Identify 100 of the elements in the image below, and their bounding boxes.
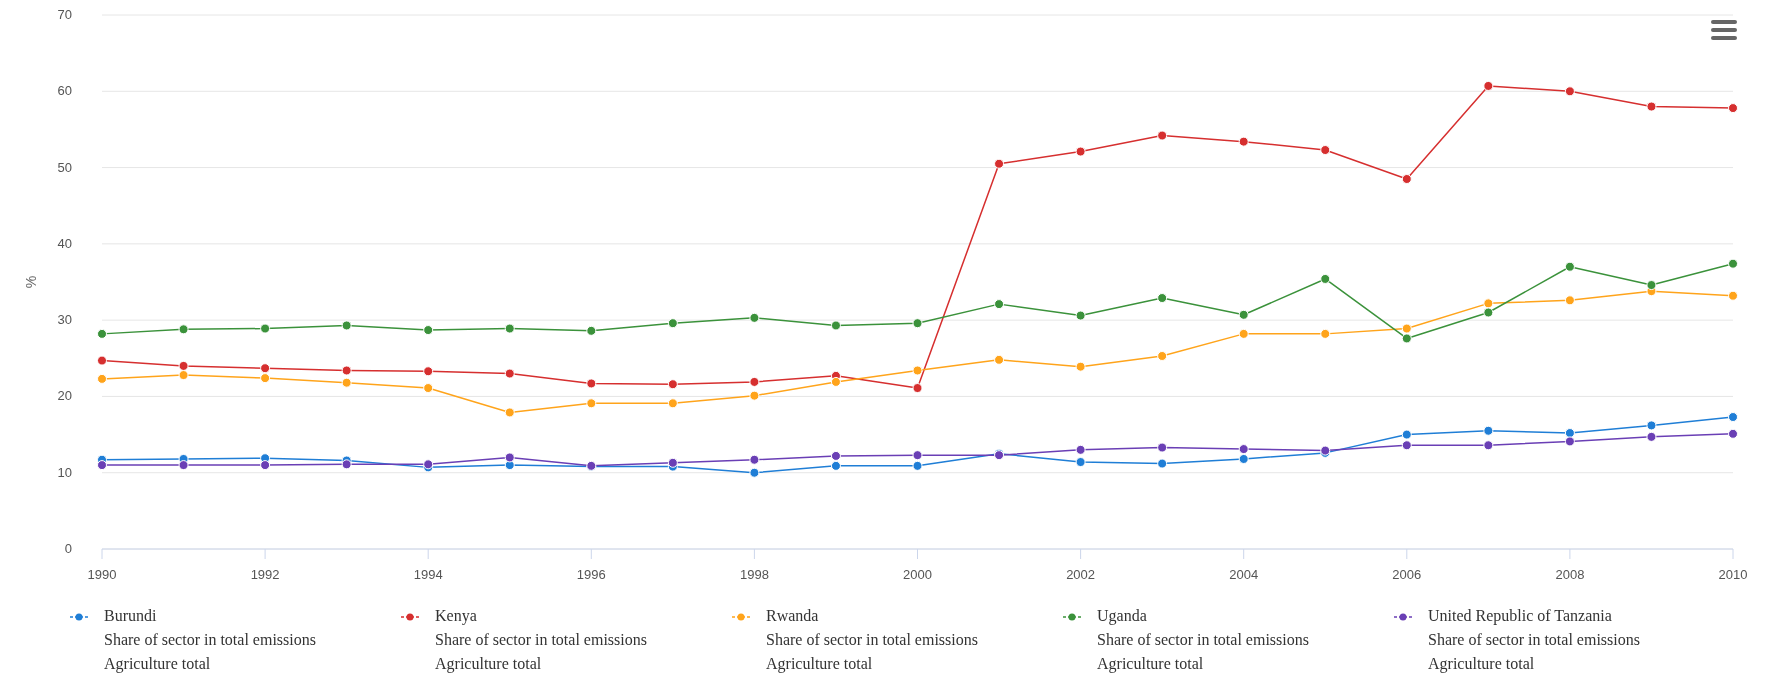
- point: [1075, 310, 1086, 321]
- point: [260, 460, 271, 471]
- y-tick-label: 50: [57, 159, 72, 175]
- point: [1401, 323, 1412, 334]
- point: [1401, 429, 1412, 440]
- point: [1157, 293, 1168, 304]
- point: [749, 376, 760, 387]
- point: [1157, 442, 1168, 453]
- y-tick-label: 20: [57, 388, 72, 404]
- y-tick-label: 10: [57, 464, 72, 480]
- point: [912, 365, 923, 376]
- point: [341, 377, 352, 388]
- point: [586, 378, 597, 389]
- point: [260, 323, 271, 334]
- x-tick-label: 2000: [903, 567, 932, 582]
- point: [1728, 290, 1738, 301]
- point: [341, 320, 352, 331]
- point: [178, 460, 189, 471]
- point: [1483, 80, 1494, 91]
- point: [994, 158, 1005, 169]
- point: [912, 450, 923, 461]
- point: [504, 323, 515, 334]
- point: [994, 299, 1005, 310]
- point: [1157, 351, 1168, 361]
- legend-label: United Republic of Tanzania Share of sector in total emissions Agriculture total: [1428, 607, 1640, 673]
- point: [912, 383, 923, 394]
- point: [423, 325, 434, 336]
- y-axis-title: %: [23, 275, 39, 289]
- x-tick-label: 2004: [1229, 567, 1259, 582]
- point: [504, 407, 515, 418]
- point: [1238, 309, 1249, 320]
- point: [178, 360, 189, 371]
- point: [260, 363, 271, 374]
- point: [97, 460, 107, 471]
- point: [1564, 86, 1575, 97]
- point: [1728, 412, 1738, 423]
- point: [1238, 328, 1249, 339]
- y-tick-label: 0: [64, 541, 72, 556]
- point: [667, 379, 678, 390]
- point: [1075, 444, 1086, 455]
- point: [749, 467, 760, 478]
- point: [1483, 425, 1494, 436]
- legend-label: Burundi Share of sector in total emissions Agriculture total: [104, 607, 316, 673]
- x-tick-label: 1994: [413, 567, 443, 582]
- point: [830, 376, 841, 387]
- point: [1320, 145, 1331, 156]
- point: [912, 460, 923, 471]
- point: [1401, 333, 1412, 344]
- point: [97, 373, 107, 384]
- point: [1157, 458, 1168, 469]
- point: [1728, 103, 1738, 114]
- point: [1646, 101, 1657, 112]
- point: [1401, 440, 1412, 451]
- point: [830, 450, 841, 461]
- x-tick-label: 2008: [1555, 567, 1585, 582]
- point: [423, 366, 434, 377]
- y-tick-label: 60: [57, 83, 72, 99]
- legend-label: Rwanda Share of sector in total emissions Agriculture total: [766, 607, 978, 673]
- point: [1728, 428, 1738, 439]
- point: [97, 328, 107, 339]
- point: [667, 457, 678, 468]
- point: [749, 312, 760, 323]
- point: [586, 325, 597, 336]
- point: [1483, 298, 1494, 309]
- point: [1157, 130, 1168, 141]
- point: [97, 355, 107, 366]
- x-tick-label: 2006: [1392, 567, 1422, 582]
- y-tick-label: 70: [57, 7, 72, 22]
- point: [1238, 453, 1249, 464]
- point: [504, 460, 515, 471]
- point: [749, 390, 760, 401]
- x-tick-label: 1992: [250, 567, 280, 582]
- point: [341, 365, 352, 376]
- y-tick-label: 30: [57, 312, 72, 328]
- point: [749, 454, 760, 465]
- point: [1075, 361, 1086, 372]
- point: [912, 318, 923, 329]
- point: [1728, 258, 1738, 269]
- point: [667, 398, 678, 409]
- point: [1401, 174, 1412, 185]
- point: [1564, 295, 1575, 306]
- x-tick-label: 2010: [1718, 567, 1748, 582]
- x-tick-label: 1990: [87, 567, 117, 582]
- point: [1646, 420, 1657, 431]
- point: [1564, 436, 1575, 447]
- x-tick-label: 1996: [576, 567, 606, 582]
- point: [1646, 431, 1657, 442]
- point: [586, 398, 597, 409]
- point: [830, 460, 841, 471]
- point: [1646, 280, 1657, 291]
- x-tick-label: 1998: [739, 567, 769, 582]
- legend-label: Kenya Share of sector in total emissions Agriculture total: [435, 607, 647, 673]
- point: [1238, 136, 1249, 147]
- point: [178, 324, 189, 335]
- point: [1075, 146, 1086, 157]
- point: [1320, 328, 1331, 339]
- point: [504, 368, 515, 379]
- point: [1483, 440, 1494, 451]
- point: [1564, 261, 1575, 272]
- point: [1075, 457, 1086, 468]
